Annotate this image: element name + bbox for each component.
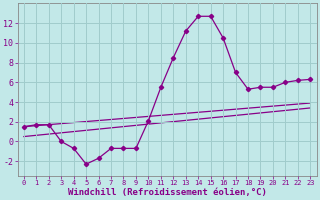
X-axis label: Windchill (Refroidissement éolien,°C): Windchill (Refroidissement éolien,°C) — [68, 188, 267, 197]
